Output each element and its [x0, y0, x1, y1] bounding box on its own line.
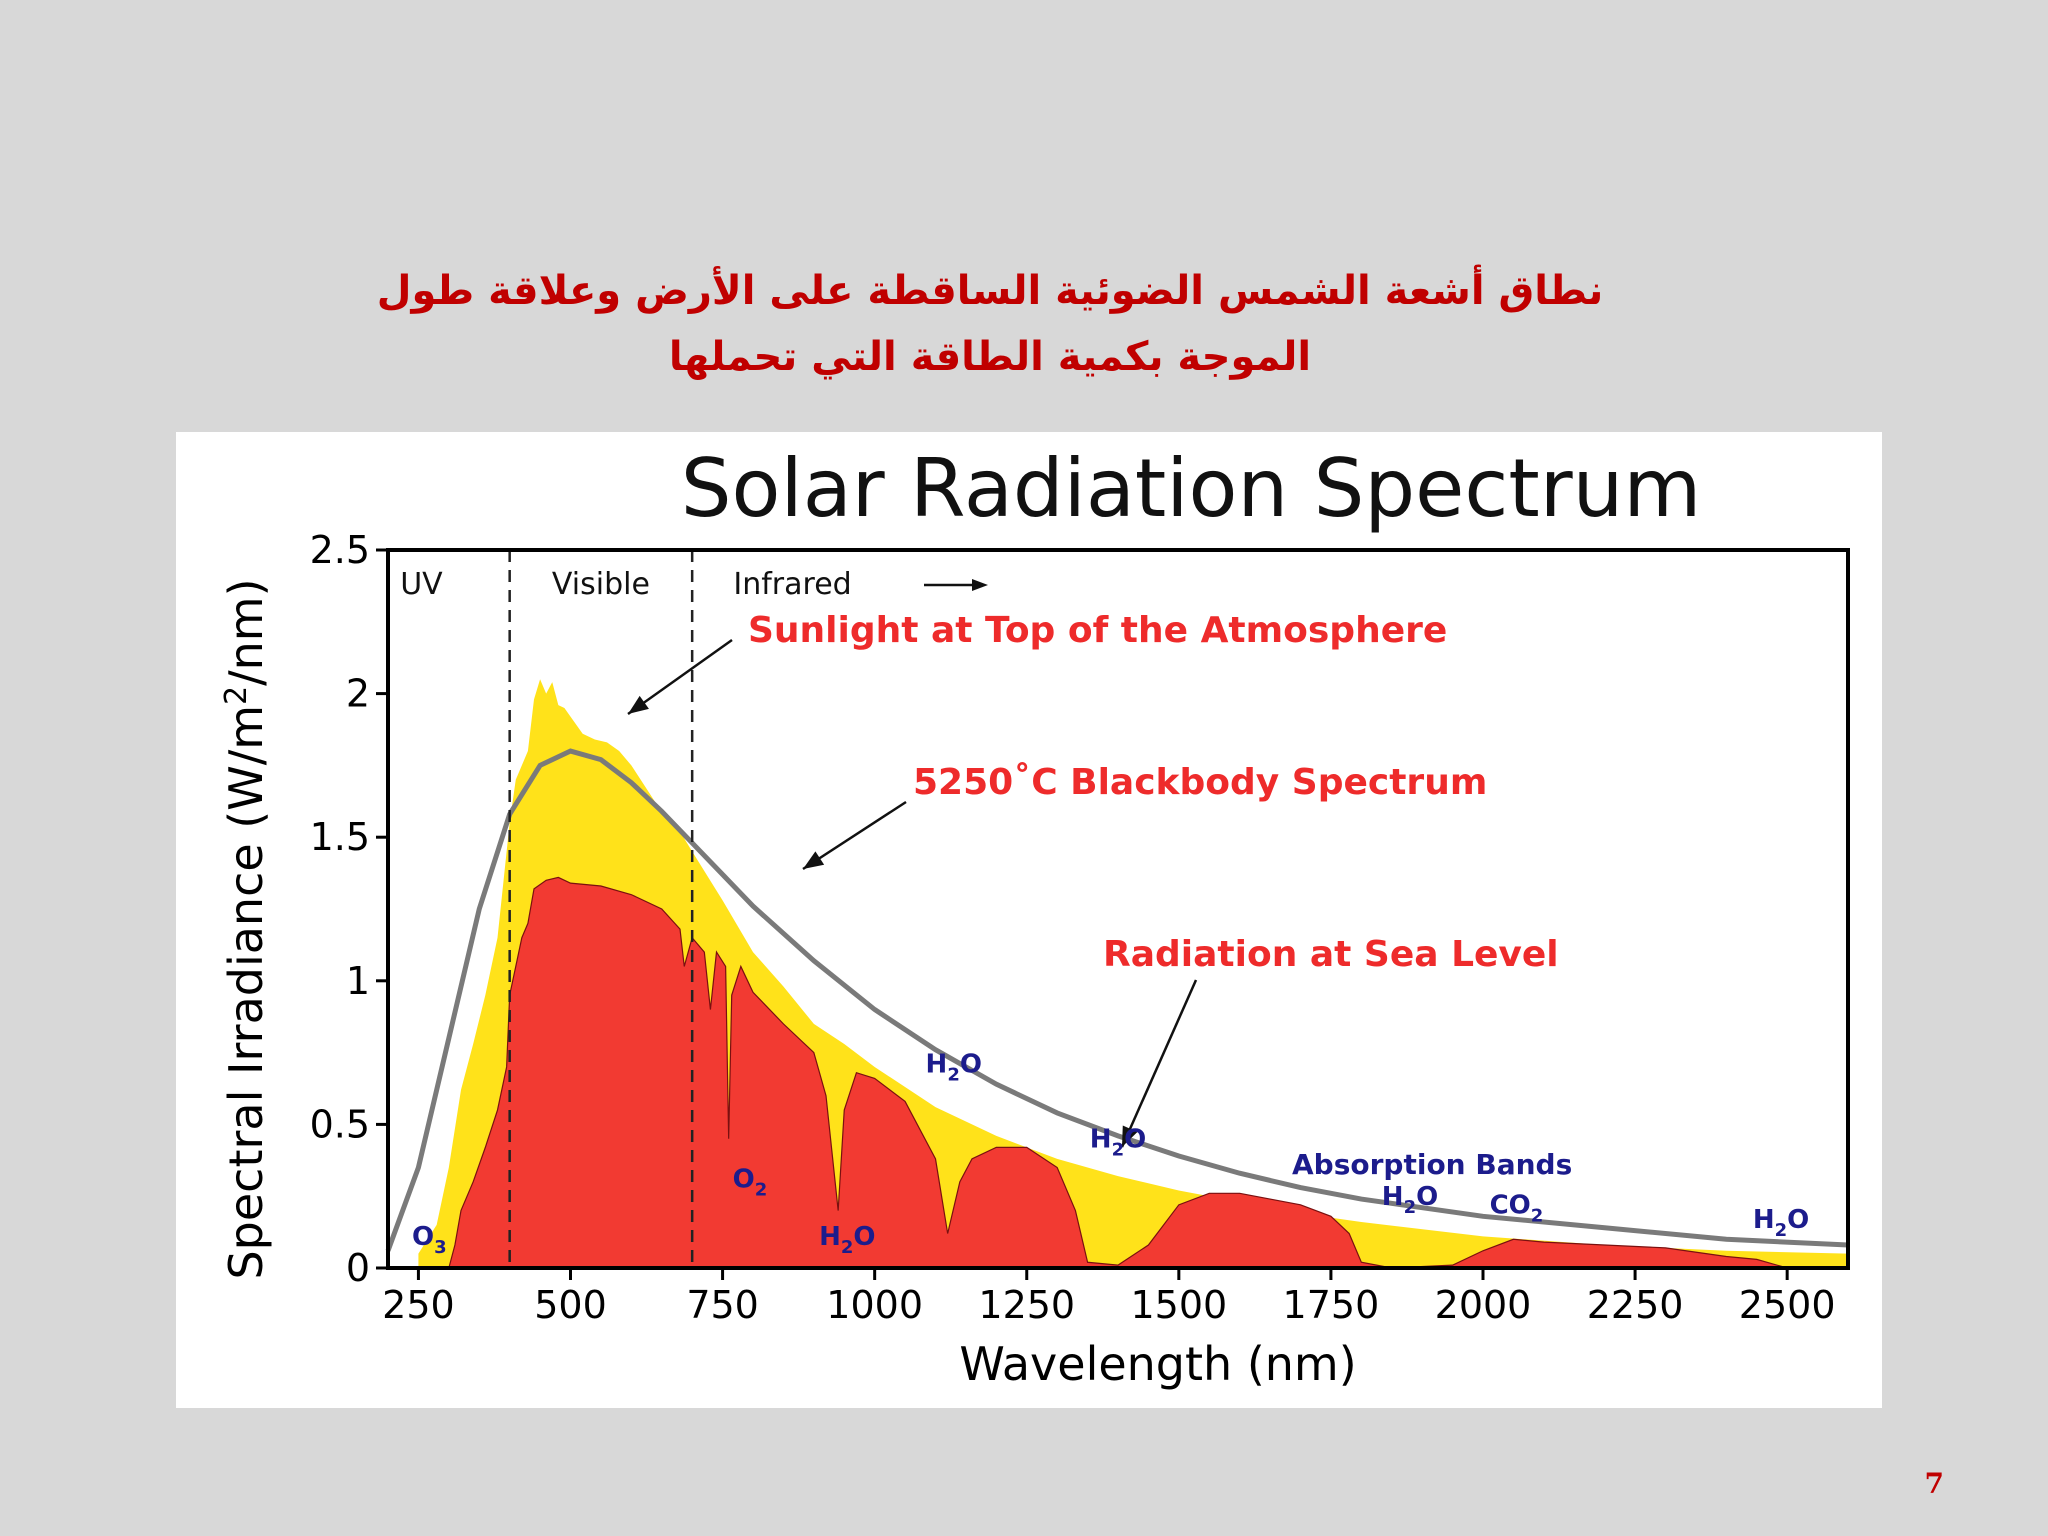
annotation-sea-level: Radiation at Sea Level [1103, 934, 1559, 975]
absorption-label-base: H [926, 1050, 948, 1080]
arrow-sea-level-head [1122, 1125, 1138, 1147]
slide-title-line-1: نطاق أشعة الشمس الضوئية الساقطة على الأر… [376, 268, 1604, 314]
y-tick-label: 1 [346, 959, 370, 1003]
arrow-blackbody-head [803, 851, 825, 869]
absorption-label-subscript: 2 [755, 1180, 768, 1201]
x-tick-label: 2250 [1587, 1283, 1684, 1327]
y-tick-label: 2.5 [310, 528, 370, 572]
y-axis-label-superscript: 2 [219, 686, 254, 705]
absorption-band-label: O2 [733, 1165, 768, 1201]
region-label: UV [400, 567, 443, 602]
slide-title: نطاق أشعة الشمس الضوئية الساقطة على الأر… [180, 258, 1800, 390]
absorption-label-base: CO [1490, 1190, 1531, 1220]
absorption-label-base: H [1382, 1182, 1404, 1212]
y-axis-label-tail: /nm) [219, 578, 273, 685]
y-axis-label-main: Spectral Irradiance (W/m [219, 705, 273, 1280]
absorption-band-label: H2O [1753, 1205, 1809, 1241]
absorption-label-subscript: 2 [1112, 1139, 1125, 1160]
x-tick-label: 1500 [1130, 1283, 1227, 1327]
annotation-sunlight: Sunlight at Top of the Atmosphere [748, 610, 1447, 651]
annotation-blackbody: 5250˚C Blackbody Spectrum [913, 762, 1487, 803]
absorption-label-subscript: 2 [1404, 1197, 1417, 1218]
absorption-label-base: O [412, 1222, 434, 1252]
absorption-label-subscript: 2 [841, 1237, 854, 1258]
y-tick-label: 0.5 [310, 1102, 370, 1146]
arrow-sunlight-line [627, 638, 733, 716]
x-tick-label: 500 [534, 1283, 607, 1327]
absorption-label-tail: O [960, 1050, 982, 1080]
absorption-label-tail: O [1787, 1205, 1809, 1235]
series-sea-level-area [448, 876, 1788, 1269]
absorption-band-label: H2O [819, 1222, 875, 1258]
absorption-label-subscript: 2 [947, 1065, 960, 1086]
absorption-label-tail: O [853, 1222, 875, 1252]
absorption-band-label: H2O [1090, 1124, 1146, 1160]
y-tick-label: 0 [346, 1246, 370, 1290]
x-tick-label: 250 [382, 1283, 455, 1327]
x-tick-label: 1750 [1283, 1283, 1380, 1327]
absorption-label-base: H [819, 1222, 841, 1252]
page-number: 7 [1924, 1467, 1944, 1500]
absorption-band-label: H2O [926, 1050, 982, 1086]
absorption-label-subscript: 2 [1531, 1205, 1544, 1226]
x-axis-label: Wavelength (nm) [959, 1337, 1356, 1391]
absorption-label-tail: O [1416, 1182, 1438, 1212]
arrow-sea-level-line [1120, 979, 1198, 1148]
absorption-label-base: O [733, 1165, 755, 1195]
absorption-label-tail: O [1124, 1124, 1146, 1154]
arrow-blackbody-line [802, 800, 907, 871]
region-label: Visible [552, 567, 650, 602]
absorption-label-subscript: 3 [434, 1237, 447, 1258]
solar-spectrum-figure: Solar Radiation Spectrum 250 500 750 1000 12… [176, 432, 1882, 1408]
arrow-sunlight-head [628, 695, 649, 714]
x-tick-label: 1000 [826, 1283, 923, 1327]
y-axis-label: Spectral Irradiance (W/m2/nm) [219, 578, 273, 1279]
chart-title: Solar Radiation Spectrum [681, 442, 1702, 535]
plot-frame [386, 548, 1850, 1270]
absorption-label-base: H [1753, 1205, 1775, 1235]
solar-spectrum-chart: Solar Radiation Spectrum 250 500 750 1000 12… [219, 442, 1850, 1391]
x-tick-label: 2500 [1739, 1283, 1836, 1327]
slide-title-line-2: الموجة بكمية الطاقة التي تحملها [668, 334, 1312, 380]
y-tick-label: 2 [346, 672, 370, 716]
absorption-band-label: H2O [1382, 1182, 1438, 1218]
absorption-label-base: H [1090, 1124, 1112, 1154]
y-tick-label: 1.5 [310, 815, 370, 859]
absorption-band-label: O3 [412, 1222, 447, 1258]
annotation-absorption-bands: Absorption Bands [1292, 1148, 1572, 1181]
absorption-label-subscript: 2 [1775, 1220, 1788, 1241]
series-blackbody-line [385, 748, 1849, 1252]
x-tick-label: 2000 [1435, 1283, 1532, 1327]
x-tick-label: 750 [686, 1283, 759, 1327]
absorption-band-label: CO2 [1490, 1190, 1544, 1226]
x-tick-label: 1250 [978, 1283, 1075, 1327]
region-label: Infrared [733, 567, 851, 602]
infrared-arrow-head [972, 579, 988, 591]
